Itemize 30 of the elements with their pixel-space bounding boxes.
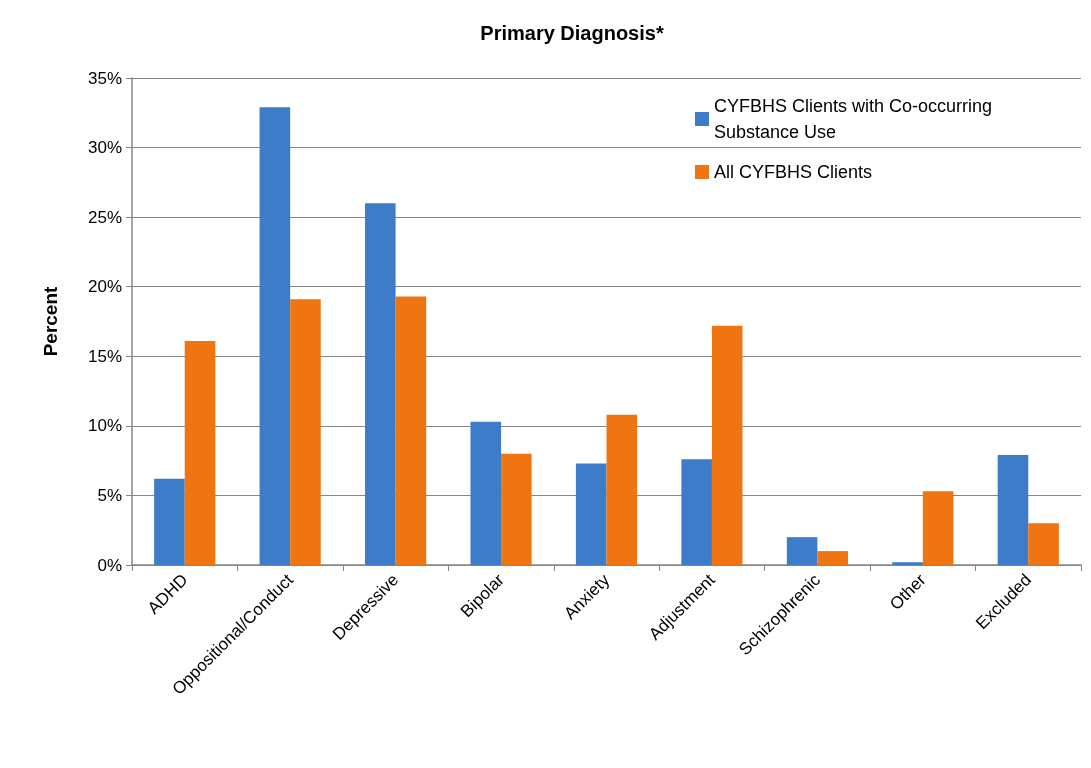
bar [681, 459, 712, 565]
bar [1028, 523, 1059, 565]
bar [997, 455, 1029, 565]
bar [892, 562, 923, 565]
y-tick-label: 10% [87, 416, 122, 436]
legend-label: All CYFBHS Clients [714, 162, 873, 182]
y-tick-label: 0% [97, 555, 122, 575]
legend-label: CYFBHS Clients with Co-occurring Substance Use [714, 96, 998, 142]
bar [184, 340, 216, 565]
bar [922, 491, 954, 565]
y-tick-label: 20% [87, 277, 122, 297]
bar [395, 296, 427, 565]
bar [259, 107, 291, 565]
y-tick-label: 30% [87, 138, 122, 158]
bar [711, 325, 743, 565]
bar [575, 463, 607, 565]
bar [817, 551, 848, 565]
bar [470, 421, 502, 565]
chart-title: Primary Diagnosis* [480, 22, 664, 44]
y-tick-label: 25% [87, 207, 122, 227]
y-tick-label: 35% [87, 68, 122, 88]
y-tick-label: 5% [97, 485, 122, 505]
bar [786, 537, 818, 565]
bar [154, 478, 185, 565]
y-axis-title: Percent [40, 285, 61, 357]
bar [501, 453, 532, 565]
bar [365, 203, 396, 565]
bar [290, 299, 321, 565]
bar [606, 414, 638, 565]
y-tick-label: 15% [87, 346, 122, 366]
